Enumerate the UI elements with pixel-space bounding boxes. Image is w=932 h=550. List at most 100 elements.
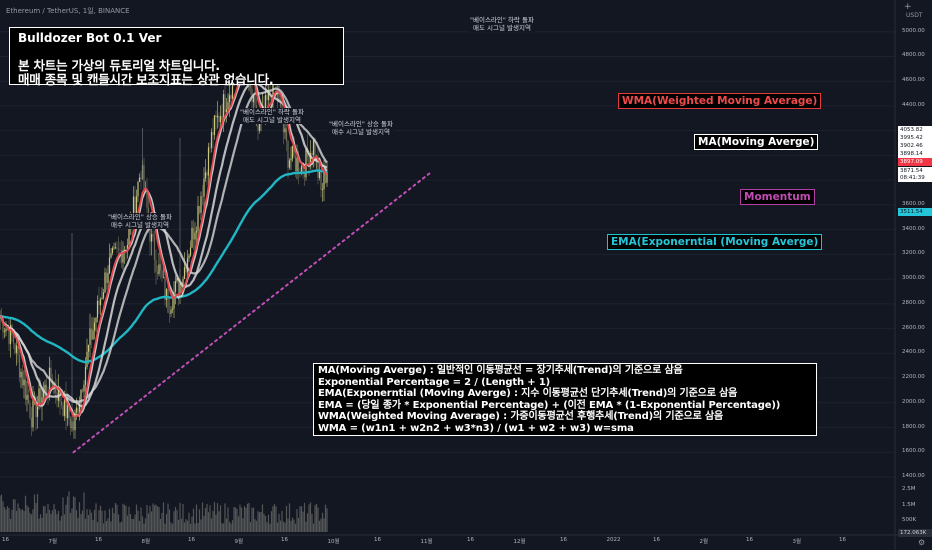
candle-body-107: [159, 264, 162, 271]
volume-bar-68: [101, 510, 103, 532]
gear-icon[interactable]: ⚙: [918, 538, 926, 547]
candle-body-68: [101, 297, 103, 300]
price-axis-label: 3897.09: [898, 158, 932, 166]
y-tick-label: 1600.00: [902, 448, 925, 455]
volume-bar-156: [233, 507, 235, 532]
wma-line: [0, 65, 328, 418]
candle-body-2: [2, 317, 4, 333]
candle-body-17: [24, 379, 27, 400]
volume-bar-180: [269, 523, 271, 532]
volume-bar-147: [219, 505, 222, 532]
candle-body-25: [36, 405, 39, 417]
volume-bar-0: [0, 495, 1, 532]
volume-bar-33: [48, 509, 51, 532]
volume-bar-189: [282, 521, 285, 532]
volume-bar-92: [137, 510, 139, 532]
candle-body-178: [266, 94, 268, 101]
volume-bar-127: [189, 523, 192, 532]
volume-bar-44: [65, 504, 67, 532]
candle-body-35: [51, 379, 54, 389]
y-tick-label: 3400.00: [902, 225, 925, 232]
volume-bar-151: [225, 518, 228, 532]
candle-body-182: [272, 72, 274, 102]
volume-bar-1: [0, 494, 3, 532]
volume-bar-109: [162, 502, 165, 532]
candle-body-197: [294, 156, 297, 172]
plus-icon[interactable]: +: [904, 2, 912, 12]
volume-bar-99: [147, 513, 150, 532]
volume-bar-203: [303, 502, 306, 532]
volume-bar-83: [123, 504, 126, 532]
candle-body-130: [194, 232, 196, 240]
volume-tick-1: 2.5M: [902, 486, 916, 492]
candle-body-173: [258, 120, 261, 131]
signal-note-2-line2: 매도 시그널 발생지역: [242, 116, 301, 124]
candle-body-208: [311, 153, 313, 156]
candle-body-177: [264, 94, 267, 112]
volume-bar-17: [24, 495, 27, 532]
candle-body-74: [110, 253, 112, 258]
price-axis-label: 3871.54: [898, 167, 932, 175]
price-axis-label: 3902.46: [898, 142, 932, 150]
candle-body-70: [104, 272, 106, 293]
volume-bar-4: [5, 509, 7, 532]
volume-bar-152: [227, 507, 229, 532]
volume-bar-128: [191, 516, 193, 532]
volume-bar-9: [12, 499, 15, 532]
volume-bar-159: [237, 516, 240, 532]
candle-body-39: [57, 387, 60, 401]
formula-line-5: WMA(Weighted Moving Average) : 가중이동평균선 후…: [318, 411, 724, 422]
candle-body-139: [207, 147, 210, 176]
candle-body-137: [204, 172, 207, 179]
candle-body-214: [320, 171, 322, 190]
candle-body-27: [39, 388, 42, 407]
volume-bar-199: [297, 517, 300, 532]
signal-note-3-line1: "베이스라인" 상승 돌파: [329, 120, 393, 128]
candle-body-203: [303, 172, 306, 178]
info-line-1: 본 차트는 가상의 듀토리얼 차트입니다.: [18, 58, 220, 73]
volume-bar-98: [146, 504, 148, 532]
volume-bar-161: [240, 507, 243, 532]
volume-bar-110: [164, 523, 166, 532]
candle-body-123: [183, 267, 186, 279]
candle-body-145: [216, 115, 219, 118]
y-tick-label: 3000.00: [902, 275, 925, 282]
candle-body-30: [44, 384, 46, 391]
volume-bar-214: [320, 518, 322, 532]
volume-bar-50: [74, 497, 76, 532]
volume-bar-148: [221, 523, 223, 532]
candle-body-42: [62, 405, 64, 416]
candle-body-209: [312, 138, 315, 156]
volume-bar-167: [249, 521, 252, 532]
candle-body-53: [78, 403, 81, 414]
candle-body-97: [144, 189, 147, 191]
candle-body-192: [287, 141, 289, 168]
candle-body-7: [9, 325, 12, 345]
symbol-title[interactable]: Ethereum / TetherUS, 1일, BINANCE: [6, 7, 130, 15]
volume-bar-106: [158, 507, 160, 532]
candle-body-90: [134, 196, 136, 215]
candle-body-143: [213, 115, 216, 136]
candle-body-12: [17, 345, 19, 356]
volume-bar-210: [314, 505, 316, 532]
candle-body-15: [21, 371, 24, 386]
candle-body-106: [158, 264, 160, 274]
volume-bar-198: [296, 509, 298, 532]
volume-bar-207: [309, 502, 312, 532]
volume-bar-39: [57, 510, 60, 532]
candle-body-144: [215, 115, 217, 118]
volume-bar-155: [231, 520, 234, 532]
candle-body-6: [8, 329, 10, 345]
momentum-line: [72, 171, 432, 454]
candle-body-51: [75, 407, 78, 413]
candle-body-201: [300, 165, 303, 174]
y-tick-label: 2800.00: [902, 299, 925, 306]
volume-bar-41: [60, 516, 63, 532]
volume-bar-63: [93, 509, 96, 532]
volume-bar-93: [138, 520, 141, 532]
candle-body-102: [152, 234, 154, 237]
candle-body-147: [219, 115, 222, 123]
candle-body-210: [314, 138, 316, 161]
volume-bar-169: [252, 507, 255, 532]
